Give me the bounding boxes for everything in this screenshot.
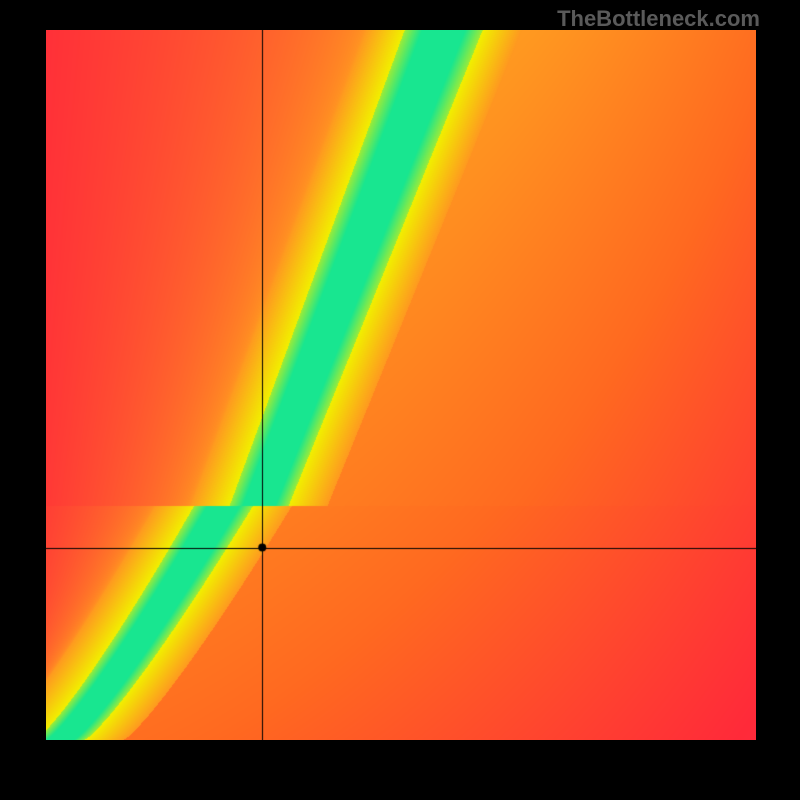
heatmap-plot [46,30,756,740]
heatmap-canvas [46,30,756,740]
watermark-text: TheBottleneck.com [557,6,760,32]
